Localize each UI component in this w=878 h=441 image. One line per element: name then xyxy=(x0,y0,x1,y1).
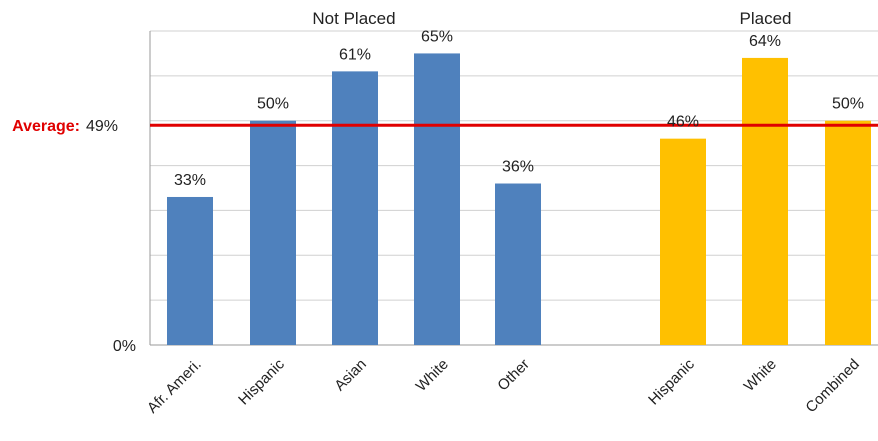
bar xyxy=(825,120,871,345)
data-label: 65% xyxy=(421,28,453,45)
bar xyxy=(167,196,213,345)
group-title: Placed xyxy=(740,9,792,28)
x-tick-label: White xyxy=(413,356,452,395)
bar xyxy=(414,53,460,346)
bar xyxy=(332,71,378,345)
x-tick-label: Asian xyxy=(331,356,370,395)
bar xyxy=(742,57,788,346)
data-label: 50% xyxy=(832,96,864,113)
bars xyxy=(167,53,871,346)
data-label: 46% xyxy=(667,114,699,131)
x-tick-label: Hispanic xyxy=(235,355,288,408)
y-tick-label: 0% xyxy=(113,338,136,355)
data-label: 33% xyxy=(174,172,206,189)
x-tick-label: White xyxy=(741,356,780,395)
x-tick-label: Other xyxy=(494,356,533,395)
average-label: Average: xyxy=(12,118,80,135)
x-tick-label: Combined xyxy=(802,356,862,416)
data-label: 61% xyxy=(339,46,371,63)
x-tick-label: Afr. Ameri. xyxy=(144,356,205,417)
bar xyxy=(495,183,541,345)
x-tick-label: Hispanic xyxy=(645,355,698,408)
average-line-group: Average: 49% xyxy=(12,118,878,135)
bar xyxy=(660,138,706,345)
bar xyxy=(250,120,296,345)
group-title: Not Placed xyxy=(312,9,395,28)
average-value: 49% xyxy=(86,118,118,135)
data-label: 64% xyxy=(749,33,781,50)
data-label: 50% xyxy=(257,96,289,113)
data-label: 36% xyxy=(502,159,534,176)
